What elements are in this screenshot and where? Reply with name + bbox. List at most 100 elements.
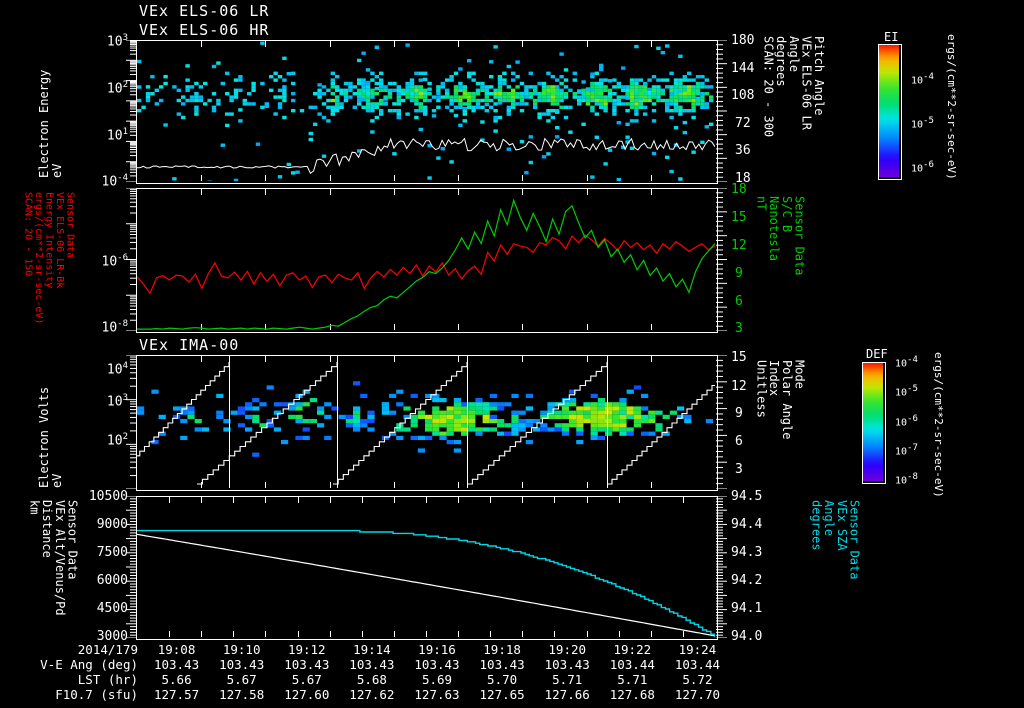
panel1-ytick2-5: 18	[735, 171, 751, 186]
panel3-right-tick-ladder	[716, 355, 727, 489]
panel1-cb-tick-1: 10-5	[911, 116, 934, 131]
panel3-cb-tick-3: 10-7	[895, 443, 918, 458]
panel1-title-hr: VEx ELS-06 HR	[139, 21, 270, 39]
panel2-left-label-1: Sensor Data	[64, 192, 76, 259]
lst-8: 5.72	[682, 672, 713, 687]
panel1-ytick-0: 103	[106, 33, 128, 50]
table-row-time: 2014/179 19:08 19:10 19:12 19:14 19:16 1…	[14, 642, 730, 657]
row-label-f107: F10.7 (sfu)	[55, 687, 138, 702]
row-label-lst: LST (hr)	[77, 672, 138, 687]
panel1-spectrogram	[137, 41, 715, 181]
panel4-ytick2-0: 94.5	[731, 489, 763, 504]
time-2: 19:12	[287, 642, 326, 657]
panel4-ytick2-2: 94.3	[731, 545, 763, 560]
panel2-right-label-4: nT	[754, 196, 769, 211]
time-6: 19:20	[548, 642, 587, 657]
panel3-left-tick-ladder	[126, 355, 137, 489]
panel1-colorbar-unit: ergs/(cm**2-sr-sec-eV)	[945, 34, 958, 180]
f107-3: 127.62	[349, 687, 395, 702]
f107-0: 127.57	[153, 687, 200, 702]
panel3-right-axis-label: Mode Polar Angle Index Unitless	[754, 360, 807, 488]
panel1-right-label-4: degrees	[774, 36, 789, 87]
panel3-right-label-2: Polar Angle	[779, 360, 794, 440]
panel3-right-label-1: Mode	[792, 360, 807, 389]
lst-6: 5.71	[552, 672, 583, 687]
panel1-ytick2-1: 144	[731, 61, 755, 76]
time-3: 19:14	[353, 642, 391, 657]
panel1-colorbar-title: EI	[884, 30, 899, 44]
ve-ang-1: 103.43	[219, 657, 265, 672]
panel1-left-tick-ladder	[126, 40, 137, 182]
f107-6: 127.66	[544, 687, 590, 702]
panel4-left-label-1: Sensor Data	[65, 500, 80, 580]
panel4-ytick2-1: 94.4	[731, 517, 763, 532]
panel2-timeseries	[137, 189, 715, 330]
panel1-ytick-1: 102	[106, 80, 128, 97]
panel1-left-label: Electron Energy	[37, 69, 51, 178]
panel2-right-axis-label: Sensor Data S/C B Nanotesla nT	[754, 196, 807, 332]
panel3-spectrogram	[137, 356, 715, 488]
table-row-f107: F10.7 (sfu) 127.57 127.58 127.60 127.62 …	[14, 687, 730, 702]
table-date: 2014/179	[77, 642, 138, 657]
panel1-right-axis-label: Pitch Angle VEx ELS-06 LR Angle degrees …	[761, 36, 826, 182]
ve-ang-2: 103.43	[284, 657, 330, 672]
panel4-ytick-0: 10500	[88, 489, 128, 504]
panel1-left-units: eV	[49, 163, 64, 178]
panel1-right-label-2: VEx ELS-06 LR	[799, 36, 814, 130]
ve-ang-5: 103.43	[479, 657, 525, 672]
panel4-timeseries	[137, 497, 715, 637]
f107-7: 127.68	[609, 687, 655, 702]
panel1-ytick-bottom: 10-4	[101, 173, 129, 190]
panel3-ytick2-3: 6	[735, 434, 743, 449]
panel3-ytick-1: 103	[106, 393, 128, 410]
panel1-ytick2-3: 72	[735, 116, 751, 131]
panel4-ytick2-5: 94.0	[731, 629, 763, 644]
panel4-left-tick-ladder	[126, 496, 137, 638]
panel2-right-label-2: S/C B	[779, 196, 794, 233]
ve-ang-8: 103.44	[674, 657, 721, 672]
panel3-left-axis-label: Electron Volts eV	[37, 366, 64, 488]
panel1-ytick2-2: 108	[731, 88, 755, 103]
panel2-plot[interactable]	[136, 188, 718, 333]
time-1: 19:10	[222, 642, 261, 657]
panel3-left-units: eV	[49, 473, 64, 488]
panel1-right-label-5: SCAN: 20 - 300	[761, 36, 776, 138]
f107-5: 127.65	[479, 687, 525, 702]
panel3-cb-tick-0: 10-4	[895, 355, 918, 370]
f107-1: 127.58	[219, 687, 265, 702]
panel3-plot[interactable]	[136, 355, 718, 491]
panel3-cb-tick-1: 10-5	[895, 384, 918, 399]
panel4-ytick-1: 9000	[96, 517, 128, 532]
lst-3: 5.68	[356, 672, 387, 687]
panel3-ytick2-2: 9	[735, 406, 743, 421]
panel3-right-label-4: Unitless	[754, 360, 769, 418]
panel1-left-axis-label: Electron Energy eV	[37, 44, 64, 178]
panel1-plot[interactable]	[136, 40, 718, 184]
panel3-left-label: Electron Volts	[37, 386, 51, 488]
panel4-left-label-2: VEx Alt/Venus/Pd	[52, 500, 67, 616]
panel3-ytick2-1: 12	[731, 379, 747, 394]
panel4-plot[interactable]	[136, 496, 718, 640]
panel2-left-label-3: Energy Intensity	[43, 192, 55, 289]
row-label-ve-ang: V-E Ang (deg)	[40, 657, 138, 672]
panel2-ytick2-3: 9	[735, 266, 743, 281]
panel2-ytick2-0: 18	[731, 182, 747, 197]
panel2-right-label-1: Sensor Data	[792, 196, 807, 276]
lst-5: 5.70	[487, 672, 518, 687]
ve-ang-6: 103.43	[544, 657, 590, 672]
time-0: 19:08	[157, 642, 196, 657]
panel2-right-tick-ladder	[716, 188, 727, 331]
panel4-left-label-4: km	[27, 500, 42, 515]
panel4-ytick-3: 6000	[96, 573, 128, 588]
lst-7: 5.71	[617, 672, 648, 687]
time-8: 19:24	[678, 642, 717, 657]
panel1-colorbar-ticks	[900, 44, 909, 178]
lst-4: 5.69	[421, 672, 453, 687]
panel2-ytick2-2: 12	[731, 238, 747, 253]
panel3-cb-tick-4: 10-8	[895, 472, 918, 487]
panel1-right-label-1: Pitch Angle	[811, 36, 826, 116]
panel2-right-label-3: Nanotesla	[767, 196, 782, 262]
time-7: 19:22	[613, 642, 652, 657]
panel4-right-label-1: Sensor Data	[847, 500, 862, 580]
f107-4: 127.63	[414, 687, 460, 702]
